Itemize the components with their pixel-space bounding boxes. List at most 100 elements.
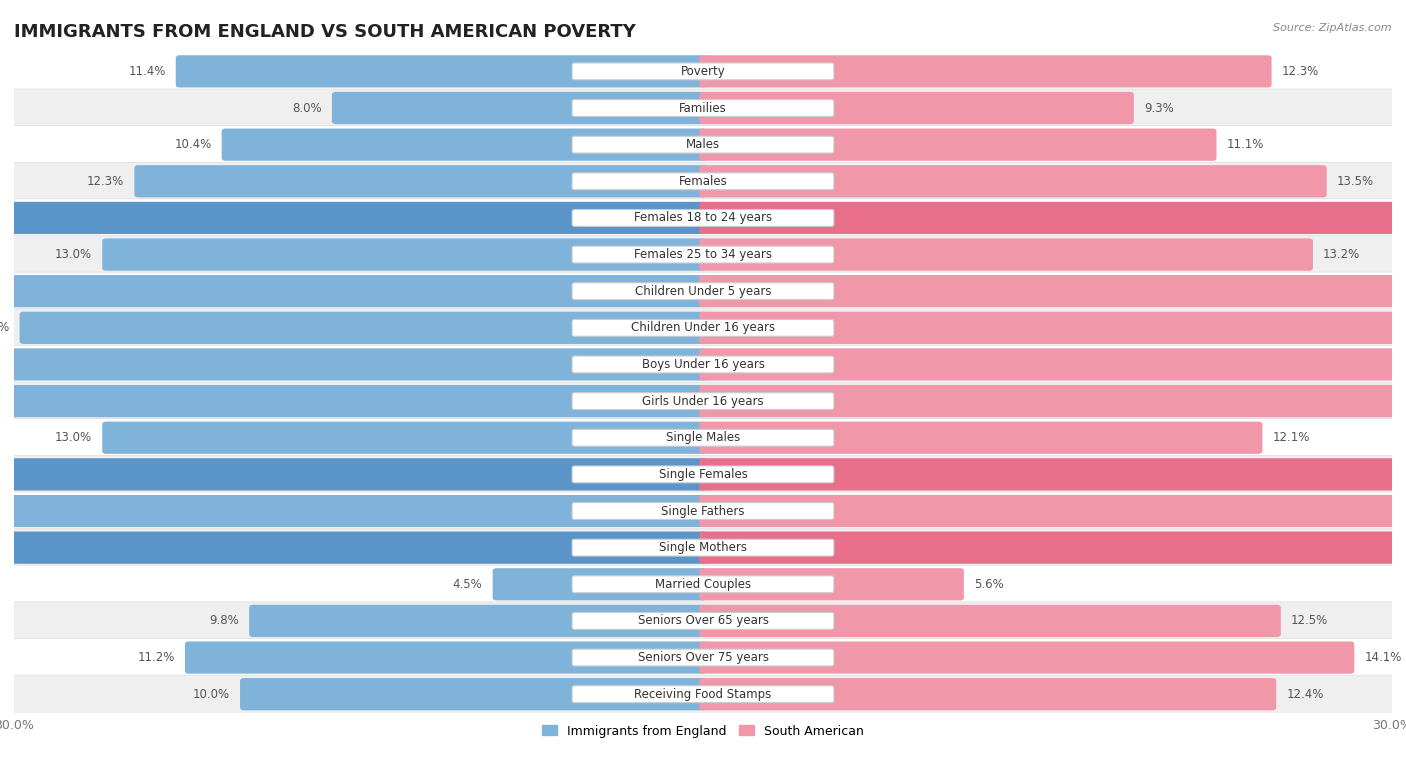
FancyBboxPatch shape	[249, 605, 707, 637]
Text: 10.4%: 10.4%	[174, 138, 211, 151]
Text: 12.4%: 12.4%	[1286, 688, 1323, 700]
Text: Girls Under 16 years: Girls Under 16 years	[643, 395, 763, 408]
Text: Families: Families	[679, 102, 727, 114]
FancyBboxPatch shape	[13, 638, 1393, 677]
FancyBboxPatch shape	[572, 319, 834, 337]
FancyBboxPatch shape	[699, 385, 1406, 417]
FancyBboxPatch shape	[0, 531, 707, 564]
FancyBboxPatch shape	[572, 393, 834, 409]
Text: 4.5%: 4.5%	[453, 578, 482, 590]
FancyBboxPatch shape	[572, 503, 834, 519]
Text: Married Couples: Married Couples	[655, 578, 751, 590]
FancyBboxPatch shape	[572, 283, 834, 299]
Text: 12.3%: 12.3%	[1282, 65, 1319, 78]
FancyBboxPatch shape	[13, 528, 1393, 567]
Text: Source: ZipAtlas.com: Source: ZipAtlas.com	[1274, 23, 1392, 33]
Text: Children Under 16 years: Children Under 16 years	[631, 321, 775, 334]
FancyBboxPatch shape	[699, 239, 1313, 271]
FancyBboxPatch shape	[0, 275, 707, 307]
FancyBboxPatch shape	[699, 531, 1406, 564]
FancyBboxPatch shape	[13, 89, 1393, 127]
FancyBboxPatch shape	[699, 641, 1354, 674]
Text: Females 25 to 34 years: Females 25 to 34 years	[634, 248, 772, 261]
FancyBboxPatch shape	[13, 456, 1393, 493]
Text: 11.2%: 11.2%	[138, 651, 174, 664]
FancyBboxPatch shape	[572, 686, 834, 703]
Text: 14.1%: 14.1%	[1364, 651, 1402, 664]
FancyBboxPatch shape	[240, 678, 707, 710]
FancyBboxPatch shape	[572, 576, 834, 593]
Text: 5.6%: 5.6%	[974, 578, 1004, 590]
Text: Single Mothers: Single Mothers	[659, 541, 747, 554]
Text: 12.1%: 12.1%	[1272, 431, 1310, 444]
Text: 10.0%: 10.0%	[193, 688, 231, 700]
FancyBboxPatch shape	[572, 356, 834, 373]
FancyBboxPatch shape	[13, 492, 1393, 530]
Text: Boys Under 16 years: Boys Under 16 years	[641, 358, 765, 371]
FancyBboxPatch shape	[572, 99, 834, 117]
Text: Seniors Over 75 years: Seniors Over 75 years	[637, 651, 769, 664]
FancyBboxPatch shape	[13, 52, 1393, 90]
FancyBboxPatch shape	[699, 495, 1406, 527]
FancyBboxPatch shape	[572, 209, 834, 227]
FancyBboxPatch shape	[6, 385, 707, 417]
Text: 14.8%: 14.8%	[0, 321, 10, 334]
FancyBboxPatch shape	[103, 421, 707, 454]
FancyBboxPatch shape	[699, 165, 1327, 197]
Text: Single Fathers: Single Fathers	[661, 505, 745, 518]
Text: 9.8%: 9.8%	[209, 615, 239, 628]
FancyBboxPatch shape	[572, 246, 834, 263]
FancyBboxPatch shape	[13, 162, 1393, 200]
FancyBboxPatch shape	[572, 136, 834, 153]
FancyBboxPatch shape	[572, 63, 834, 80]
FancyBboxPatch shape	[6, 349, 707, 381]
Text: 13.0%: 13.0%	[55, 248, 93, 261]
FancyBboxPatch shape	[572, 429, 834, 446]
Text: 11.1%: 11.1%	[1226, 138, 1264, 151]
Text: Poverty: Poverty	[681, 65, 725, 78]
Text: Children Under 5 years: Children Under 5 years	[634, 285, 772, 298]
Text: Males: Males	[686, 138, 720, 151]
FancyBboxPatch shape	[699, 568, 965, 600]
FancyBboxPatch shape	[103, 239, 707, 271]
FancyBboxPatch shape	[572, 173, 834, 190]
FancyBboxPatch shape	[699, 678, 1277, 710]
FancyBboxPatch shape	[0, 495, 707, 527]
FancyBboxPatch shape	[13, 565, 1393, 603]
FancyBboxPatch shape	[699, 129, 1216, 161]
FancyBboxPatch shape	[699, 202, 1406, 234]
FancyBboxPatch shape	[13, 602, 1393, 640]
Text: 11.4%: 11.4%	[128, 65, 166, 78]
FancyBboxPatch shape	[186, 641, 707, 674]
Text: 12.3%: 12.3%	[87, 175, 124, 188]
Text: Females 18 to 24 years: Females 18 to 24 years	[634, 211, 772, 224]
FancyBboxPatch shape	[13, 272, 1393, 310]
FancyBboxPatch shape	[13, 126, 1393, 164]
FancyBboxPatch shape	[699, 55, 1271, 87]
FancyBboxPatch shape	[13, 199, 1393, 237]
FancyBboxPatch shape	[222, 129, 707, 161]
FancyBboxPatch shape	[699, 349, 1406, 381]
Text: Seniors Over 65 years: Seniors Over 65 years	[637, 615, 769, 628]
FancyBboxPatch shape	[0, 202, 707, 234]
Text: 13.2%: 13.2%	[1323, 248, 1360, 261]
FancyBboxPatch shape	[572, 649, 834, 666]
FancyBboxPatch shape	[13, 675, 1393, 713]
FancyBboxPatch shape	[13, 418, 1393, 457]
Text: Single Females: Single Females	[658, 468, 748, 481]
FancyBboxPatch shape	[20, 312, 707, 344]
FancyBboxPatch shape	[699, 275, 1406, 307]
FancyBboxPatch shape	[699, 92, 1133, 124]
Text: 9.3%: 9.3%	[1144, 102, 1174, 114]
FancyBboxPatch shape	[572, 612, 834, 629]
Text: Females: Females	[679, 175, 727, 188]
FancyBboxPatch shape	[13, 382, 1393, 420]
FancyBboxPatch shape	[572, 466, 834, 483]
FancyBboxPatch shape	[332, 92, 707, 124]
FancyBboxPatch shape	[135, 165, 707, 197]
Text: 13.0%: 13.0%	[55, 431, 93, 444]
FancyBboxPatch shape	[176, 55, 707, 87]
FancyBboxPatch shape	[699, 312, 1406, 344]
FancyBboxPatch shape	[699, 459, 1406, 490]
FancyBboxPatch shape	[0, 459, 707, 490]
